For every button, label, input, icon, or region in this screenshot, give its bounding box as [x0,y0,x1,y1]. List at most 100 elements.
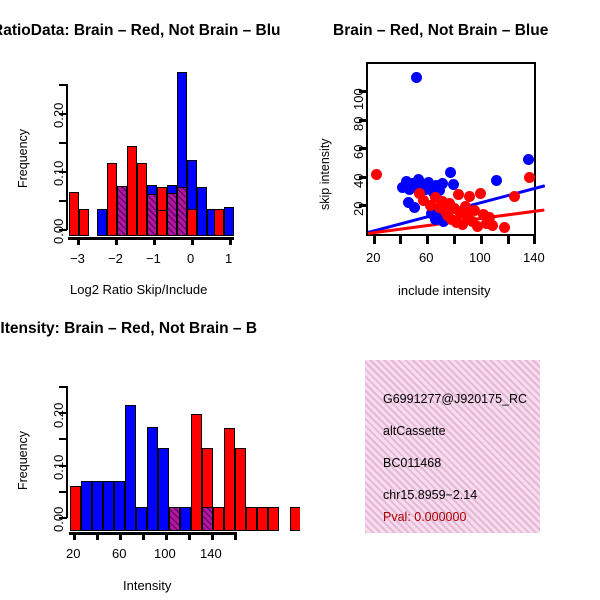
xtick [453,236,456,244]
bar [79,209,89,236]
scatter-plot-area[interactable] [366,62,546,236]
ytick [59,465,67,467]
xtick [191,237,194,245]
ratio-histogram-xtick-2: −1 [146,251,161,266]
scatter-point [430,192,441,203]
bar [97,209,107,236]
scatter-point [457,219,468,230]
xtick [211,532,214,540]
scatter-point [523,154,534,165]
intensity-histogram-xtick-3: 140 [200,546,222,561]
bar-overlap [202,507,213,531]
ytick [59,517,67,519]
scatter-point [464,191,475,202]
xtick [77,237,80,245]
xtick [373,236,376,244]
bar [137,163,147,236]
ratio-histogram-xtick-3: 0 [187,251,195,266]
bar [70,486,81,531]
ratio-histogram-xtick-1: −2 [108,251,123,266]
intensity-histogram-xaxis [69,532,237,535]
bar [213,507,224,531]
ratio-histogram-xtick-0: −3 [70,251,85,266]
scatter-point [409,202,420,213]
scatter-point [437,178,448,189]
bar [187,209,197,236]
scatter-xtick-3: 140 [523,250,545,265]
bar [81,481,92,531]
bar [224,207,234,236]
bar [114,481,125,531]
intensity-histogram-xlabel: Intensity [123,578,172,593]
bar [107,163,117,236]
ytick [59,438,67,440]
scatter-point [371,169,382,180]
scatter-point [414,188,425,199]
annotation-line-accession: BC011468 [383,456,442,470]
intensity-histogram-xtick-1: 60 [112,546,127,561]
ytick [359,119,367,122]
scatter-ytick-2: 60 [351,144,366,159]
scatter-point [418,195,429,206]
scatter-point [445,167,456,178]
scatter-point [467,216,478,227]
bar-overlap [117,186,127,236]
scatter-point [448,179,459,190]
bar [191,414,202,531]
ytick [59,491,67,493]
scatter-point [469,205,480,216]
xtick [234,532,237,540]
bar [157,187,167,211]
ytick [359,176,367,179]
scatter-ytick-4: 100 [351,88,366,110]
ytick [59,84,67,86]
scatter-ytick-0: 20 [351,201,366,216]
annotation-line-locus: chr15.8959−2.14 [383,488,478,502]
xtick [142,532,145,540]
bar [69,192,79,236]
scatter-point [472,221,483,232]
scatter-point [460,201,471,212]
bar [246,507,257,531]
ytick [359,90,367,93]
scatter-point [437,196,448,207]
ytick [59,171,67,173]
scatter-point [404,184,415,195]
intensity-histogram-yaxis [66,386,68,518]
scatter-ylabel: skip intensity [318,138,332,210]
scatter-point [449,203,460,214]
bar [167,185,177,194]
scatter-ytick-3: 80 [351,116,366,131]
annotation-line-probe: G6991277@J920175_RC [383,392,528,406]
intensity-histogram-xtick-2: 100 [154,546,176,561]
xtick [188,532,191,540]
ratio-histogram-xaxis [68,237,234,240]
bar [158,448,169,531]
scatter-point [491,175,502,186]
ytick [59,142,67,144]
scatter-point [509,191,520,202]
scatter-point [484,212,495,223]
scatter-point [397,182,408,193]
bar-overlap [167,187,177,236]
intensity-histogram-title: ne Itensity: Brain – Red, Not Brain – B [0,320,258,337]
ytick [59,412,67,414]
scatter-point [451,217,462,228]
ratio-histogram-yaxis [66,84,68,230]
bar [257,507,268,531]
xtick [533,236,536,244]
xtick [480,236,483,244]
xtick [115,237,118,245]
bar [127,146,137,236]
scatter-xlabel: include intensity [398,283,491,298]
bar [290,507,300,531]
xtick [96,532,99,540]
xtick [153,237,156,245]
ratio-histogram-xlabel: Log2 Ratio Skip/Include [70,282,208,297]
ratio-histogram-title: RatioData: Brain – Red, Not Brain – Blu [0,22,281,39]
bar [180,507,191,531]
scatter-point [426,208,437,219]
scatter-point [524,172,535,183]
scatter-point [401,176,412,187]
